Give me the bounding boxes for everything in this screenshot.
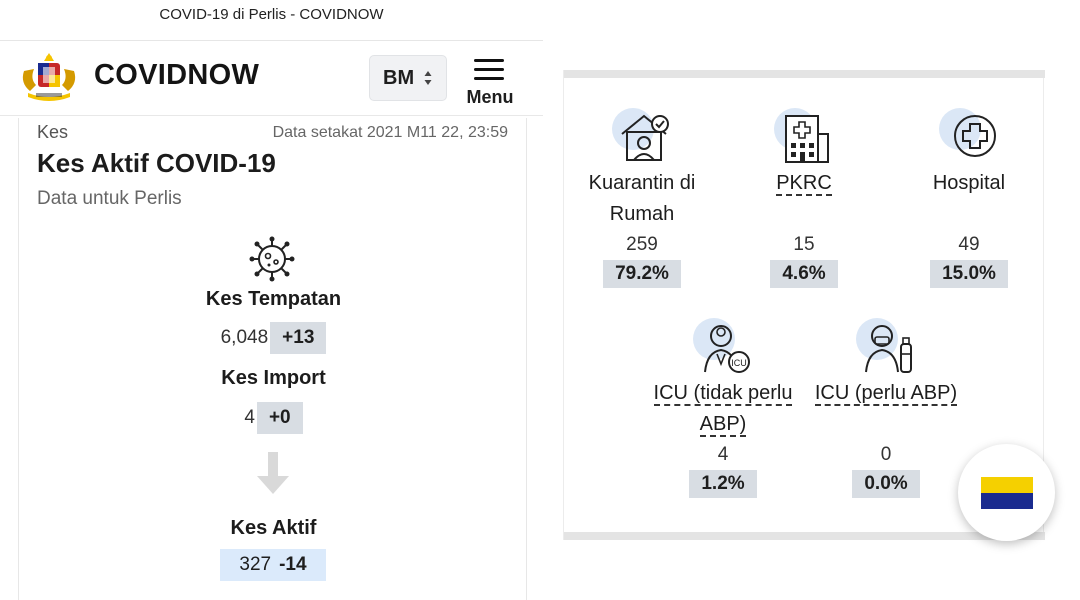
import-cases-value: 4 bbox=[244, 407, 255, 428]
browser-tab-title: COVID-19 di Perlis - COVIDNOW bbox=[159, 6, 384, 23]
hospital-label: Hospital bbox=[932, 172, 1006, 194]
local-cases-value: 6,048 bbox=[220, 327, 269, 348]
icu-ventilator-percent: 0.0% bbox=[852, 470, 920, 498]
icu-ventilator-count: 0 bbox=[880, 444, 892, 465]
active-cases-label: Kes Aktif bbox=[230, 517, 317, 539]
local-cases-delta: +13 bbox=[270, 322, 327, 354]
active-cases-card: Kes Data setakat 2021 M11 22, 23:59 Kes … bbox=[18, 118, 527, 600]
brand-name[interactable]: COVIDNOW bbox=[94, 59, 260, 91]
icu-doctor-icon: ICU bbox=[704, 325, 750, 373]
hospital-count: 49 bbox=[958, 234, 980, 255]
hospital-stat: Hospital 49 15.0% bbox=[924, 108, 1014, 288]
import-cases-row: 4 +0 bbox=[19, 402, 528, 434]
state-flag-button[interactable] bbox=[958, 444, 1055, 541]
home-quarantine-label: Kuarantin di Rumah bbox=[588, 172, 696, 225]
pkrc-count: 15 bbox=[793, 234, 815, 255]
icu-ventilator-label[interactable]: ICU (perlu ABP) bbox=[814, 382, 958, 406]
data-timestamp: Data setakat 2021 M11 22, 23:59 bbox=[272, 124, 508, 141]
icu-ventilator-icon bbox=[865, 325, 912, 373]
home-quarantine-count: 259 bbox=[626, 234, 658, 255]
pkrc-percent: 4.6% bbox=[770, 260, 838, 288]
active-cases-row: 327 -14 bbox=[220, 549, 326, 581]
hospital-percent: 15.0% bbox=[930, 260, 1008, 288]
local-cases-row: 6,048 +13 bbox=[19, 322, 528, 354]
left-pane: COVID-19 di Perlis - COVIDNOW COVIDNOW B… bbox=[0, 6, 543, 600]
app-header: COVIDNOW BM Menu bbox=[0, 40, 543, 116]
icu-no-ventilator-label[interactable]: ICU (tidak perlu ABP) bbox=[653, 382, 793, 437]
active-cases-value: 327 bbox=[239, 554, 272, 575]
home-quarantine-icon bbox=[621, 114, 669, 161]
icu-no-ventilator-percent: 1.2% bbox=[689, 470, 757, 498]
home-quarantine-stat: Kuarantin di Rumah 259 79.2% bbox=[582, 108, 702, 288]
pkrc-building-icon bbox=[785, 115, 829, 163]
language-value: BM bbox=[383, 67, 415, 89]
malaysia-crest-icon[interactable] bbox=[16, 49, 82, 105]
home-quarantine-percent: 79.2% bbox=[603, 260, 681, 288]
pkrc-stat: PKRC 15 4.6% bbox=[764, 108, 844, 288]
icu-no-ventilator-stat: ICU ICU (tidak perlu ABP) 4 1.2% bbox=[643, 318, 803, 498]
local-cases-label: Kes Tempatan bbox=[205, 288, 342, 310]
pkrc-label[interactable]: PKRC bbox=[776, 172, 832, 196]
icu-no-ventilator-count: 4 bbox=[717, 444, 729, 465]
sort-caret-icon bbox=[424, 71, 432, 85]
hamburger-icon bbox=[474, 59, 504, 81]
hospital-cross-icon bbox=[954, 115, 996, 157]
svg-text:ICU: ICU bbox=[731, 358, 747, 368]
virus-icon bbox=[249, 236, 295, 282]
perlis-flag-icon bbox=[981, 477, 1033, 509]
panel-bottom-border bbox=[564, 532, 1045, 540]
arrow-down-icon bbox=[257, 452, 289, 494]
import-cases-delta: +0 bbox=[256, 402, 303, 434]
active-cases-delta: -14 bbox=[279, 554, 307, 575]
card-title: Kes Aktif COVID-19 bbox=[37, 148, 276, 178]
menu-label: Menu bbox=[466, 87, 514, 107]
icu-ventilator-stat: ICU (perlu ABP) 0 0.0% bbox=[807, 318, 965, 498]
card-category: Kes bbox=[37, 122, 69, 142]
card-subtitle: Data untuk Perlis bbox=[37, 188, 182, 209]
panel-top-border bbox=[564, 70, 1045, 78]
language-select[interactable]: BM bbox=[369, 55, 447, 101]
import-cases-label: Kes Import bbox=[221, 367, 326, 389]
case-breakdown-panel: Kuarantin di Rumah 259 79.2% PKRC 15 4.6% bbox=[563, 70, 1045, 540]
menu-button[interactable]: Menu bbox=[462, 57, 518, 109]
